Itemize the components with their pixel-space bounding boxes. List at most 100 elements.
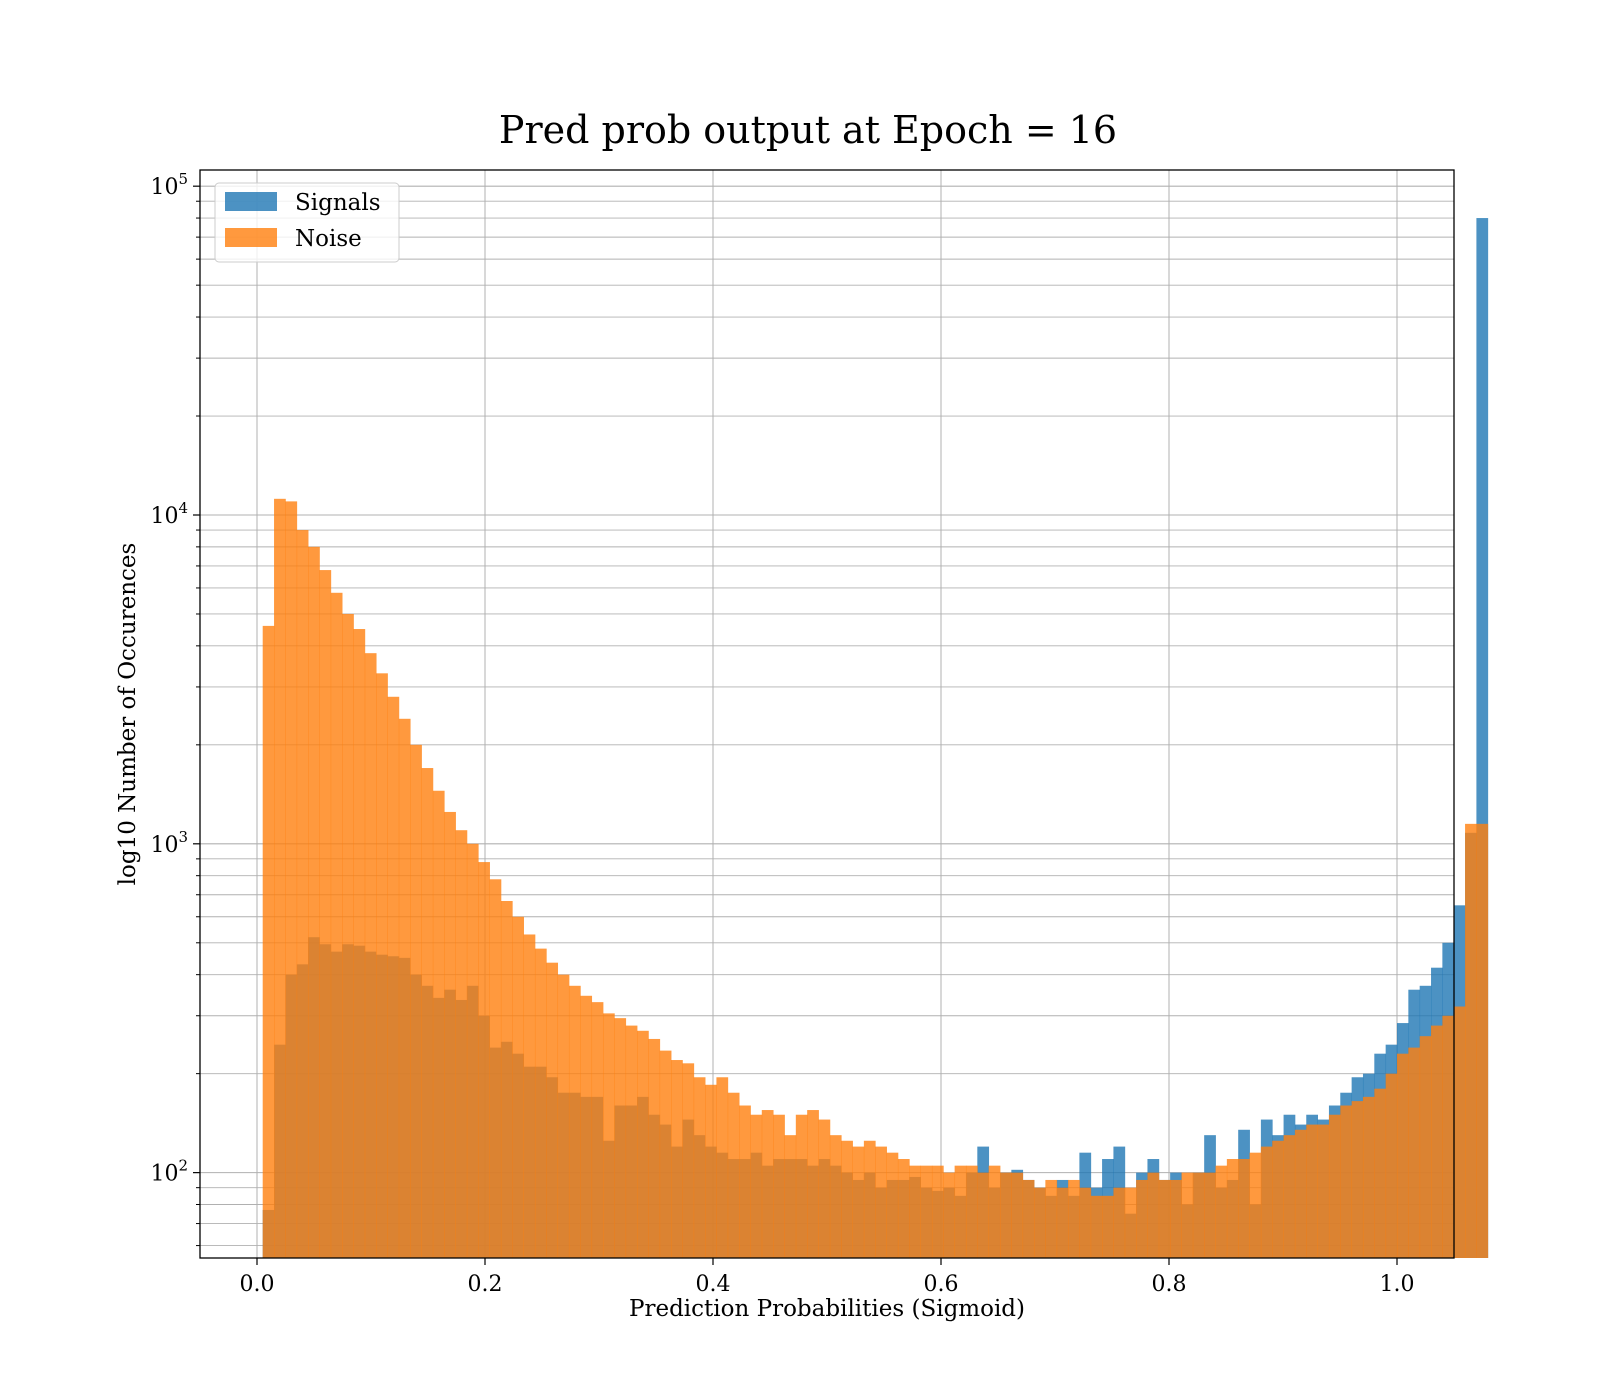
bar-noise — [1294, 1129, 1307, 1258]
bar-noise — [1283, 1135, 1296, 1258]
y-tick-label: 105 — [150, 170, 188, 200]
y-tick-exponent: 2 — [178, 1157, 188, 1175]
bar-noise — [750, 1114, 763, 1258]
bar-noise — [1113, 1187, 1126, 1258]
x-tick-label: 0.2 — [468, 1272, 503, 1297]
x-tick-label: 0.6 — [924, 1272, 959, 1297]
x-tick-label: 0.4 — [696, 1272, 731, 1297]
bar-noise — [943, 1172, 956, 1258]
bar-noise — [1090, 1195, 1103, 1258]
bar-noise — [1124, 1187, 1137, 1258]
bar-noise — [591, 1002, 604, 1258]
bar-noise — [807, 1110, 819, 1258]
bar-noise — [500, 901, 513, 1258]
bar-noise — [1181, 1172, 1194, 1258]
x-tick-label: 0.8 — [1152, 1272, 1187, 1297]
bar-noise — [455, 830, 468, 1258]
chart-title: Pred prob output at Epoch = 16 — [499, 108, 1117, 152]
bar-noise — [1158, 1179, 1171, 1258]
bar-noise — [705, 1084, 717, 1258]
bar-noise — [1476, 823, 1489, 1258]
bar-noise — [920, 1165, 933, 1258]
legend-swatch-noise — [225, 228, 277, 247]
bar-noise — [682, 1063, 695, 1258]
bar-noise — [841, 1140, 853, 1258]
bar-noise — [1306, 1124, 1318, 1258]
plot-frame — [199, 169, 1455, 1259]
series-noise — [262, 498, 1489, 1259]
bar-noise — [977, 1172, 990, 1258]
bar-noise — [512, 916, 524, 1258]
bar-noise — [296, 530, 309, 1258]
bar-noise — [568, 985, 581, 1258]
y-tick-exponent: 4 — [178, 499, 188, 517]
bar-noise — [1397, 1053, 1409, 1258]
bar-noise — [988, 1165, 1001, 1258]
bar-noise — [852, 1146, 865, 1258]
bar-noise — [1136, 1179, 1148, 1258]
bar-noise — [727, 1092, 740, 1258]
bar-noise — [1170, 1179, 1182, 1258]
bar-noise — [693, 1077, 706, 1258]
bar-noise — [1272, 1140, 1284, 1258]
bar-noise — [364, 653, 377, 1258]
bar-noise — [387, 696, 400, 1258]
bar-noise — [1317, 1124, 1330, 1258]
bar-noise — [1226, 1159, 1239, 1258]
bar-noise — [886, 1152, 899, 1258]
bar-noise — [1238, 1159, 1250, 1258]
bar-noise — [557, 974, 570, 1258]
y-tick-label: 102 — [150, 1157, 188, 1187]
bar-noise — [784, 1135, 797, 1258]
y-tick-exponent: 3 — [178, 828, 188, 846]
legend: Signals Noise — [214, 182, 400, 263]
bar-noise — [1408, 1047, 1421, 1258]
bar-noise — [818, 1119, 831, 1258]
bar-noise — [1453, 1006, 1466, 1258]
bar-noise — [421, 768, 434, 1258]
bar-noise — [1102, 1195, 1114, 1258]
legend-swatch-signals — [225, 192, 277, 211]
bar-noise — [1340, 1105, 1353, 1258]
bar-noise — [739, 1105, 751, 1258]
bar-noise — [1419, 1036, 1432, 1258]
bar-noise — [1079, 1187, 1092, 1258]
bar-noise — [773, 1114, 785, 1258]
bar-noise — [353, 629, 366, 1258]
bar-noise — [1431, 1025, 1443, 1258]
bar-noise — [1068, 1179, 1080, 1258]
bar-noise — [931, 1165, 944, 1258]
bar-noise — [410, 744, 422, 1258]
bar-noise — [716, 1077, 729, 1258]
histogram-bars — [262, 218, 1489, 1259]
bar-noise — [1215, 1165, 1228, 1258]
bar-noise — [875, 1146, 887, 1258]
bar-noise — [795, 1114, 808, 1258]
bar-noise — [376, 673, 388, 1258]
bar-noise — [829, 1135, 842, 1258]
bar-noise — [1056, 1187, 1069, 1258]
bar-noise — [466, 843, 479, 1258]
x-axis-ticks: 0.0 0.2 0.4 0.6 0.8 1.0 — [240, 1258, 1415, 1297]
bar-noise — [1045, 1179, 1058, 1258]
bar-noise — [1034, 1187, 1046, 1258]
y-tick-label: 104 — [150, 499, 188, 529]
bar-signals — [1476, 218, 1489, 1258]
bar-noise — [534, 948, 547, 1258]
bar-noise — [1374, 1088, 1387, 1258]
bar-noise — [274, 498, 286, 1259]
bar-noise — [965, 1165, 978, 1258]
bar-noise — [1328, 1114, 1341, 1258]
bar-noise — [444, 811, 456, 1258]
bar-noise — [523, 934, 536, 1258]
bar-noise — [909, 1165, 921, 1258]
y-tick-exponent: 5 — [178, 170, 188, 188]
bar-noise — [546, 962, 559, 1258]
bar-noise — [262, 625, 275, 1258]
y-tick-label: 103 — [150, 828, 188, 858]
bar-noise — [285, 501, 298, 1258]
bar-noise — [398, 718, 411, 1258]
x-tick-label: 1.0 — [1380, 1272, 1415, 1297]
bar-noise — [954, 1165, 967, 1258]
bar-noise — [478, 862, 490, 1258]
